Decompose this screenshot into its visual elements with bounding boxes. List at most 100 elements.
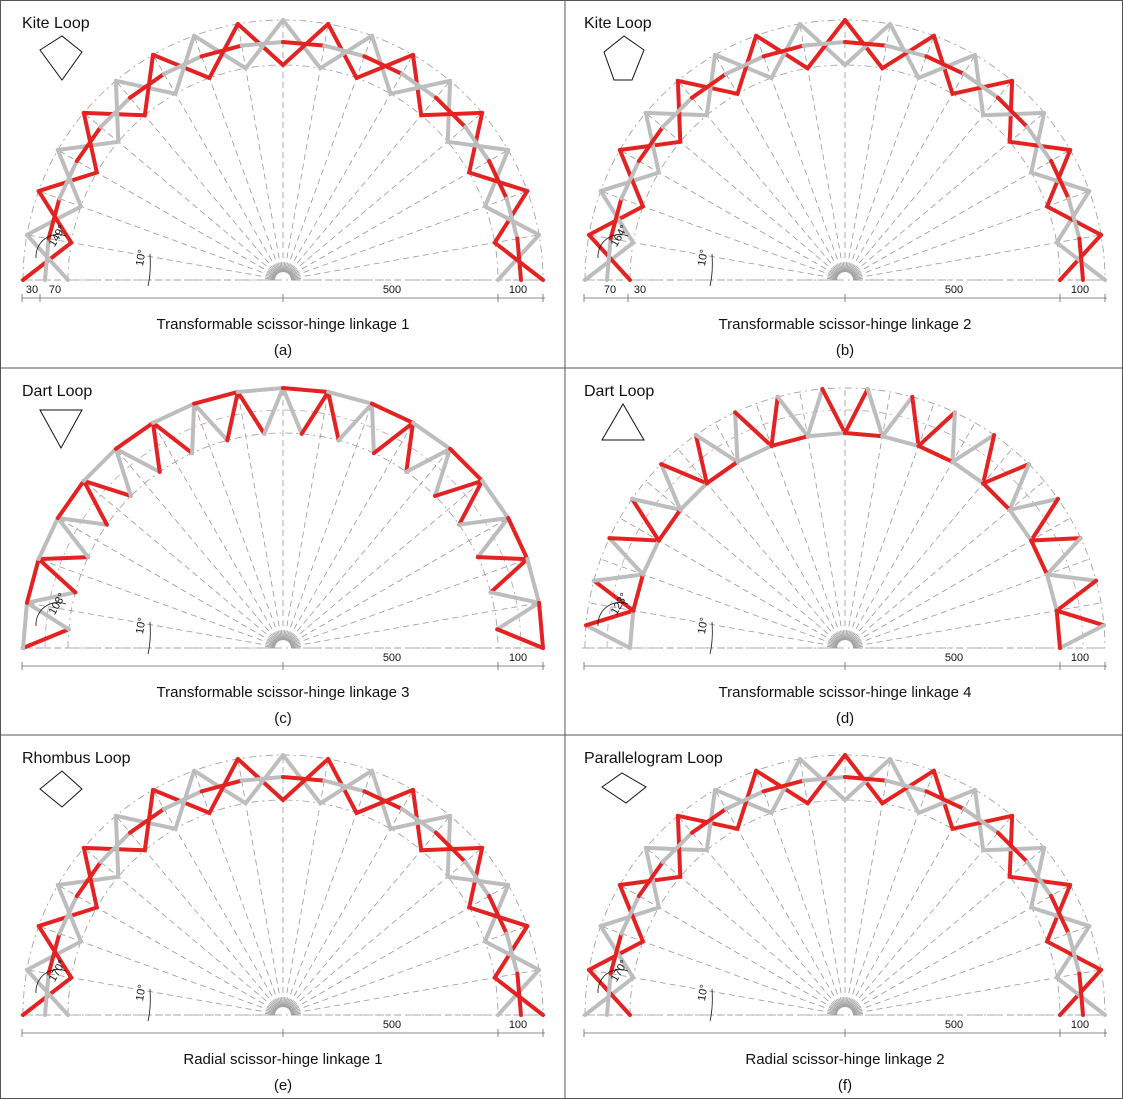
member: [339, 404, 372, 441]
member: [919, 412, 955, 446]
guide-radial: [678, 81, 831, 263]
dim-label: 30: [634, 284, 646, 296]
member: [23, 629, 69, 648]
member: [84, 449, 116, 481]
dim-label: 100: [509, 1019, 527, 1031]
member: [953, 412, 955, 461]
member: [607, 239, 611, 280]
dim-label: 100: [1071, 652, 1089, 664]
guide-radial: [849, 24, 890, 258]
member: [482, 481, 508, 518]
guide-arc: [585, 388, 1105, 648]
panel: Dart Loop123°10°500100Transformable scis…: [582, 383, 1107, 727]
member: [808, 433, 845, 436]
member: [372, 404, 374, 453]
member: [771, 436, 807, 446]
member: [771, 397, 777, 446]
member: [227, 392, 237, 440]
member: [328, 392, 372, 404]
loop-icon: [40, 410, 82, 448]
loop-label: Kite Loop: [22, 15, 90, 32]
member: [283, 777, 324, 781]
member: [735, 412, 737, 461]
dim-label: 100: [509, 284, 527, 296]
caption: Transformable scissor-hinge linkage 4: [719, 684, 972, 701]
member: [153, 404, 194, 423]
dim-label: 500: [383, 1019, 401, 1031]
guide-radial: [859, 449, 1012, 631]
member: [58, 518, 107, 525]
guide-radial: [646, 113, 828, 266]
step-arc: [710, 254, 712, 286]
frame: [1, 1, 1123, 1099]
guide-radial: [300, 481, 482, 634]
figure: Kite Loop149°10°3070500100Transformable …: [0, 0, 1123, 1099]
dim-label: 100: [1071, 284, 1089, 296]
guide-radial: [305, 970, 539, 1011]
member: [1031, 538, 1080, 540]
member: [413, 423, 450, 449]
member: [607, 974, 611, 1015]
caption-label: (e): [274, 1077, 292, 1094]
guide-radial: [287, 24, 328, 258]
step-arc: [148, 254, 150, 286]
member: [39, 559, 76, 592]
dim-label: 70: [604, 284, 616, 296]
guide-radial: [297, 449, 450, 631]
member: [194, 404, 227, 441]
guide-radial: [862, 848, 1044, 1001]
member: [194, 392, 238, 404]
guide-arc: [23, 20, 543, 280]
guide-radial: [297, 81, 450, 263]
guide-radial: [800, 24, 841, 258]
dim-label: 30: [26, 284, 38, 296]
member: [58, 518, 88, 557]
member: [659, 510, 680, 541]
member: [242, 42, 283, 46]
member: [45, 239, 49, 280]
dim-label: 500: [383, 284, 401, 296]
caption-label: (d): [836, 710, 854, 727]
member: [283, 388, 302, 434]
guide-radial: [238, 24, 279, 258]
member: [527, 559, 539, 603]
guide-radial: [297, 816, 450, 998]
member: [491, 559, 528, 592]
guide-radial: [678, 816, 831, 998]
member: [517, 974, 521, 1015]
caption-label: (a): [274, 342, 292, 359]
guide-radial: [862, 113, 1044, 266]
member: [58, 481, 84, 518]
member: [1060, 625, 1104, 648]
step-label: 10°: [134, 617, 149, 635]
loop-label: Dart Loop: [22, 383, 92, 400]
member: [39, 557, 88, 559]
dim-label: 100: [1071, 1019, 1089, 1031]
member: [707, 462, 738, 483]
guide-radial: [287, 759, 328, 993]
member: [238, 388, 283, 392]
guide-radial: [849, 392, 890, 626]
member: [539, 603, 543, 648]
member: [1079, 974, 1083, 1015]
member: [609, 538, 658, 540]
loop-label: Rhombus Loop: [22, 750, 131, 767]
step-arc: [710, 622, 712, 654]
guide-radial: [84, 481, 266, 634]
loop-icon: [602, 773, 646, 803]
dim-label: 70: [49, 284, 61, 296]
guide-arc: [585, 20, 1105, 280]
caption-label: (c): [274, 710, 292, 727]
guide-radial: [646, 848, 828, 1001]
guide-radial: [867, 970, 1101, 1011]
step-label: 10°: [696, 617, 711, 635]
guide-radial: [646, 481, 828, 634]
loop-icon: [40, 771, 82, 807]
step-label: 10°: [134, 249, 149, 267]
guide-radial: [800, 392, 841, 626]
member: [845, 777, 886, 781]
guide-radial: [305, 235, 539, 276]
guide-radial: [84, 113, 266, 266]
step-label: 10°: [696, 249, 711, 267]
member: [1057, 581, 1096, 611]
